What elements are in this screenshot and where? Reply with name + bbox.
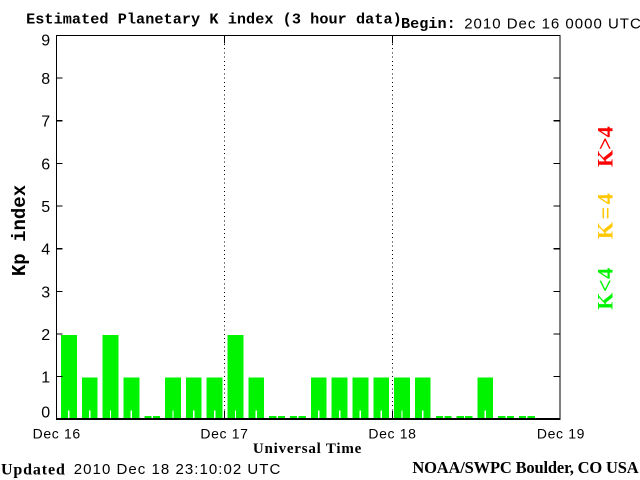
svg-text:9: 9: [41, 32, 50, 49]
svg-text:Dec 18: Dec 18: [368, 425, 416, 441]
svg-text:4: 4: [41, 242, 50, 259]
svg-text:K<4: K<4: [593, 267, 618, 309]
svg-text:K=4: K=4: [593, 191, 618, 239]
svg-text:3: 3: [41, 284, 50, 301]
svg-text:Universal Time: Universal Time: [253, 441, 362, 457]
svg-text:Dec 19: Dec 19: [537, 425, 585, 441]
svg-text:Begin:: Begin:: [401, 15, 456, 33]
svg-text:5: 5: [41, 199, 50, 216]
svg-text:Dec 16: Dec 16: [33, 425, 81, 441]
svg-text:NOAA/SWPC Boulder, CO USA: NOAA/SWPC Boulder, CO USA: [412, 458, 638, 477]
svg-text:2010 Dec 18 23:10:02 UTC: 2010 Dec 18 23:10:02 UTC: [74, 461, 282, 478]
svg-text:6: 6: [41, 156, 50, 173]
svg-text:8: 8: [41, 71, 50, 88]
svg-text:Kp index: Kp index: [9, 185, 31, 276]
svg-text:2: 2: [41, 327, 50, 344]
svg-text:Estimated Planetary K index (3: Estimated Planetary K index (3 hour data…: [26, 11, 402, 29]
svg-text:1: 1: [41, 370, 50, 387]
svg-text:7: 7: [41, 114, 50, 131]
svg-text:Dec 17: Dec 17: [200, 425, 248, 441]
svg-text:0: 0: [41, 405, 50, 422]
svg-text:Updated: Updated: [1, 462, 66, 479]
svg-text:K>4: K>4: [593, 126, 618, 167]
svg-text:2010 Dec 16 0000 UTC: 2010 Dec 16 0000 UTC: [464, 16, 640, 33]
